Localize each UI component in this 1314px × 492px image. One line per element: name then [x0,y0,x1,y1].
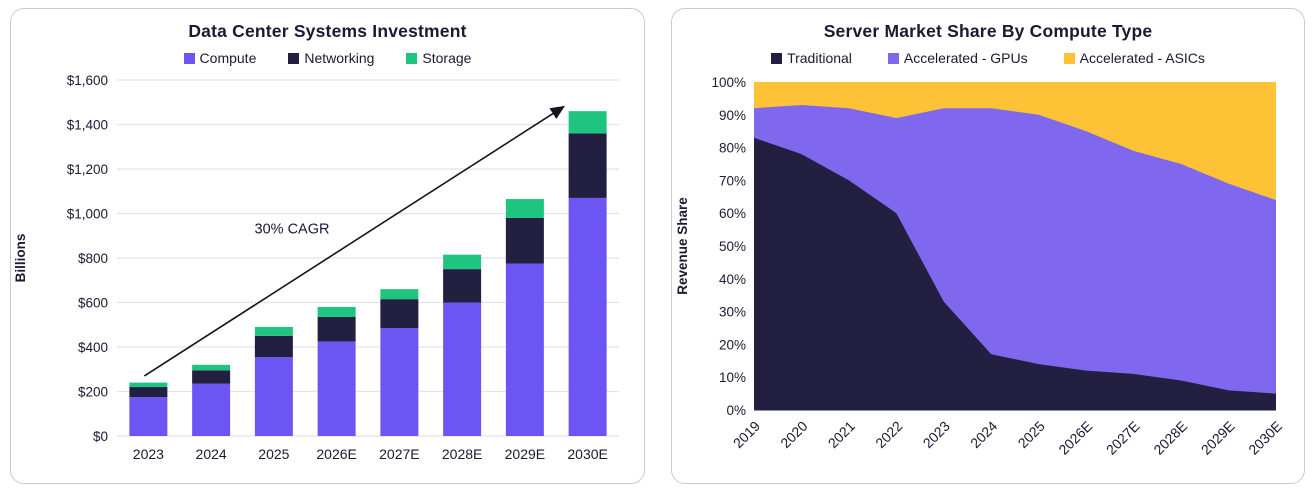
bar-segment-networking-2027E [380,299,419,329]
bar-chart-legend: Compute Networking Storage [11,50,644,66]
legend-swatch [288,52,300,64]
bar-segment-storage-2030E [568,111,607,134]
y-axis-tick-label: 30% [719,305,746,320]
legend-swatch [1063,52,1075,64]
y-axis-tick-label: $1,600 [67,73,108,88]
bar-segment-compute-2024 [192,383,231,436]
area-chart: 0% 10% 20% 30% 40% 50% 60% 70% 80% 90% 100% 2019 202… [675,75,1285,458]
x-axis-tick-label: 2022 [872,418,905,451]
y-axis-tick-label: 100% [711,75,746,90]
legend-item-compute: Compute [183,50,257,66]
x-axis-tick-label: 2025 [258,446,289,462]
x-axis-tick-label: 2029E [505,446,545,462]
x-axis-tick-label: 2026E [316,446,356,462]
cagr-annotation: 30% CAGR [255,221,330,237]
y-axis-tick-label: 0% [726,403,746,418]
y-axis-tick-label: $200 [78,385,108,400]
x-axis-tick-label: 2020 [777,418,810,451]
bar-segment-storage-2029E [505,199,544,218]
bar-segment-networking-2030E [568,133,607,198]
bar-segment-compute-2026E [317,341,356,436]
y-axis-tick-label: 60% [719,206,746,221]
bar-segment-storage-2027E [380,289,419,300]
y-axis-tick-label: 90% [719,108,746,123]
x-axis-tick-label: 2024 [967,418,1000,451]
bar-segment-storage-2024 [192,364,231,371]
bar-chart: $0 $200 $400 $600 $800 $1,000 $1,200 $1,400 $1,6… [13,73,619,462]
legend-label: Traditional [787,50,852,66]
x-axis-tick-label: 2028E [1150,418,1190,458]
market-share-chart-card: Server Market Share By Compute Type Trad… [671,8,1305,484]
legend-label: Storage [422,50,472,66]
y-axis-tick-label: 20% [719,337,746,352]
legend-label: Accelerated - GPUs [903,50,1028,66]
legend-label: Networking [304,50,375,66]
x-axis-tick-label: 2030E [567,446,607,462]
x-axis-tick-label: 2019 [730,418,763,451]
legend-item-storage: Storage [406,50,471,66]
x-axis-tick-label: 2025 [1015,418,1048,451]
x-axis-tick-label: 2021 [825,418,858,451]
y-axis-tick-label: $1,200 [67,162,108,177]
bar-segment-networking-2024 [192,370,231,384]
bar-segment-compute-2027E [380,328,419,436]
cagr-arrow [143,105,565,377]
x-axis-tick-label: 2027E [1103,418,1143,458]
x-axis-tick-label: 2029E [1198,418,1238,458]
bar-segment-storage-2025 [254,326,293,336]
y-axis-tick-label: $0 [93,429,108,444]
legend-swatch [183,52,195,64]
page-title: Server Market Share By Compute Type [823,21,1153,41]
y-axis-tick-label: $800 [78,251,108,266]
legend-item-networking: Networking [288,50,374,66]
legend-item-traditional: Traditional [771,50,852,66]
y-axis-tick-label: $600 [78,296,108,311]
legend-label: Compute [199,50,257,66]
bar-segment-storage-2023 [129,382,168,388]
page-title: Data Center Systems Investment [188,21,467,41]
y-axis-tick-label: $1,000 [67,207,108,222]
y-axis-tick-label: 10% [719,370,746,385]
legend-label: Accelerated - ASICs [1079,50,1205,66]
bar-segment-networking-2023 [129,387,168,398]
y-axis-tick-label: 80% [719,141,746,156]
y-axis-tick-label: 40% [719,272,746,287]
legend-item-accelerated-asics: Accelerated - ASICs [1063,50,1205,66]
y-axis-tick-label: $400 [78,340,108,355]
y-axis-tick-label: 70% [719,173,746,188]
bar-segment-networking-2028E [443,269,482,303]
y-axis-title: Revenue Share [675,197,690,295]
bar-segment-storage-2028E [443,254,482,270]
x-axis-tick-label: 2024 [196,446,227,462]
bar-segment-compute-2030E [568,197,607,436]
legend-swatch [406,52,418,64]
x-axis-tick-label: 2027E [379,446,419,462]
area-layer-traditional [754,137,1276,410]
investment-chart-card: Data Center Systems Investment Compute Ne… [10,8,645,484]
x-axis-tick-label: 2028E [442,446,482,462]
bar-segment-networking-2026E [317,316,356,342]
x-axis-tick-label: 2023 [920,418,953,451]
x-axis-tick-label: 2026E [1055,418,1095,458]
bar-segment-compute-2028E [443,302,482,436]
x-axis-tick-label: 2030E [1245,418,1285,458]
bar-segment-networking-2029E [505,217,544,264]
y-axis-tick-label: 50% [719,239,746,254]
legend-item-accelerated-gpus: Accelerated - GPUs [887,50,1028,66]
y-axis-title: Billions [13,234,28,283]
x-axis-tick-label: 2023 [133,446,164,462]
bar-segment-compute-2025 [254,357,293,436]
bar-segment-storage-2026E [317,306,356,317]
bar-segment-compute-2029E [505,263,544,436]
legend-swatch [771,52,783,64]
area-chart-legend: Traditional Accelerated - GPUs Accelerated… [672,50,1304,66]
bar-segment-compute-2023 [129,397,168,436]
y-axis-tick-label: $1,400 [67,118,108,133]
bar-segment-networking-2025 [254,335,293,358]
legend-swatch [887,52,899,64]
